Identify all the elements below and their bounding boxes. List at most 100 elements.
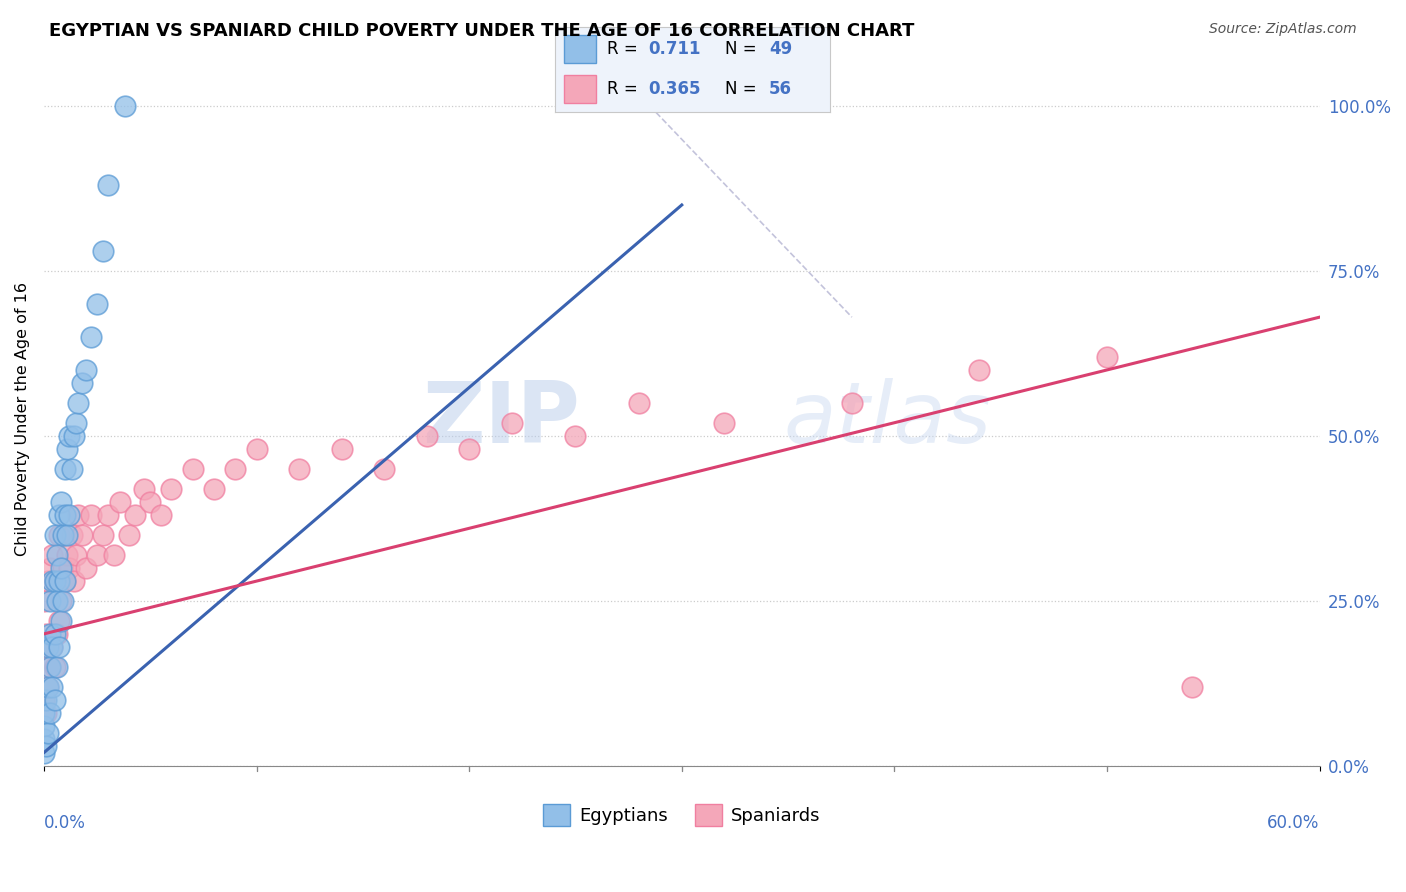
- Point: [44, 574, 66, 588]
- Bar: [564, 36, 596, 63]
- Point: [1181, 680, 1204, 694]
- Point: [41, 680, 63, 694]
- Point: [288, 462, 311, 476]
- Point: [41, 574, 63, 588]
- Point: [37, 680, 59, 694]
- Point: [48, 574, 70, 588]
- Point: [124, 508, 146, 522]
- Point: [713, 416, 735, 430]
- Point: [39, 660, 62, 674]
- Point: [48, 614, 70, 628]
- Text: EGYPTIAN VS SPANIARD CHILD POVERTY UNDER THE AGE OF 16 CORRELATION CHART: EGYPTIAN VS SPANIARD CHILD POVERTY UNDER…: [49, 22, 914, 40]
- Point: [103, 548, 125, 562]
- Point: [75, 561, 97, 575]
- Point: [32, 693, 55, 707]
- Point: [56, 442, 79, 457]
- Point: [32, 640, 55, 654]
- Text: N =: N =: [725, 40, 756, 58]
- Point: [53, 462, 76, 476]
- Point: [32, 594, 55, 608]
- Point: [35, 706, 58, 720]
- Point: [181, 462, 204, 476]
- Point: [48, 640, 70, 654]
- Point: [79, 508, 101, 522]
- Text: 0.0%: 0.0%: [44, 814, 86, 832]
- Text: R =: R =: [607, 40, 638, 58]
- Point: [62, 574, 84, 588]
- Point: [32, 719, 55, 733]
- Text: 60.0%: 60.0%: [1267, 814, 1320, 832]
- Text: 49: 49: [769, 40, 793, 58]
- Point: [35, 627, 58, 641]
- Point: [58, 429, 80, 443]
- Point: [245, 442, 267, 457]
- Point: [373, 462, 395, 476]
- Point: [66, 508, 89, 522]
- Point: [39, 660, 62, 674]
- Point: [45, 660, 67, 674]
- Point: [45, 548, 67, 562]
- Point: [501, 416, 523, 430]
- Point: [79, 330, 101, 344]
- Point: [330, 442, 353, 457]
- Point: [86, 548, 108, 562]
- Text: 56: 56: [769, 79, 792, 97]
- Text: N =: N =: [725, 79, 756, 97]
- Point: [49, 614, 72, 628]
- Point: [32, 732, 55, 747]
- Point: [39, 594, 62, 608]
- Point: [70, 376, 93, 391]
- Point: [75, 363, 97, 377]
- Point: [48, 508, 70, 522]
- Point: [45, 627, 67, 641]
- Y-axis label: Child Poverty Under the Age of 16: Child Poverty Under the Age of 16: [15, 283, 30, 557]
- Text: ZIP: ZIP: [422, 378, 579, 461]
- Point: [49, 561, 72, 575]
- Point: [32, 746, 55, 760]
- Point: [39, 561, 62, 575]
- Point: [37, 726, 59, 740]
- Point: [224, 462, 246, 476]
- Point: [56, 548, 79, 562]
- Point: [44, 627, 66, 641]
- Point: [52, 528, 75, 542]
- Point: [70, 528, 93, 542]
- Point: [44, 693, 66, 707]
- Point: [32, 706, 55, 720]
- Point: [49, 594, 72, 608]
- Point: [114, 99, 136, 113]
- Point: [52, 594, 75, 608]
- Point: [160, 482, 183, 496]
- Point: [62, 429, 84, 443]
- Point: [149, 508, 172, 522]
- Text: atlas: atlas: [783, 378, 991, 461]
- Point: [60, 462, 83, 476]
- Point: [564, 429, 586, 443]
- Point: [110, 495, 132, 509]
- Point: [66, 396, 89, 410]
- Point: [53, 508, 76, 522]
- Text: 0.365: 0.365: [648, 79, 702, 97]
- Point: [415, 429, 437, 443]
- Point: [86, 297, 108, 311]
- Point: [41, 640, 63, 654]
- Text: Source: ZipAtlas.com: Source: ZipAtlas.com: [1209, 22, 1357, 37]
- Text: 0.711: 0.711: [648, 40, 702, 58]
- Point: [65, 548, 87, 562]
- Point: [97, 508, 120, 522]
- Point: [48, 528, 70, 542]
- Point: [93, 528, 115, 542]
- Point: [118, 528, 141, 542]
- Point: [969, 363, 991, 377]
- Point: [458, 442, 481, 457]
- Point: [44, 574, 66, 588]
- Point: [139, 495, 162, 509]
- Point: [58, 508, 80, 522]
- Point: [202, 482, 225, 496]
- Point: [41, 640, 63, 654]
- Point: [97, 178, 120, 193]
- Point: [49, 495, 72, 509]
- Point: [35, 693, 58, 707]
- Point: [60, 528, 83, 542]
- Point: [37, 640, 59, 654]
